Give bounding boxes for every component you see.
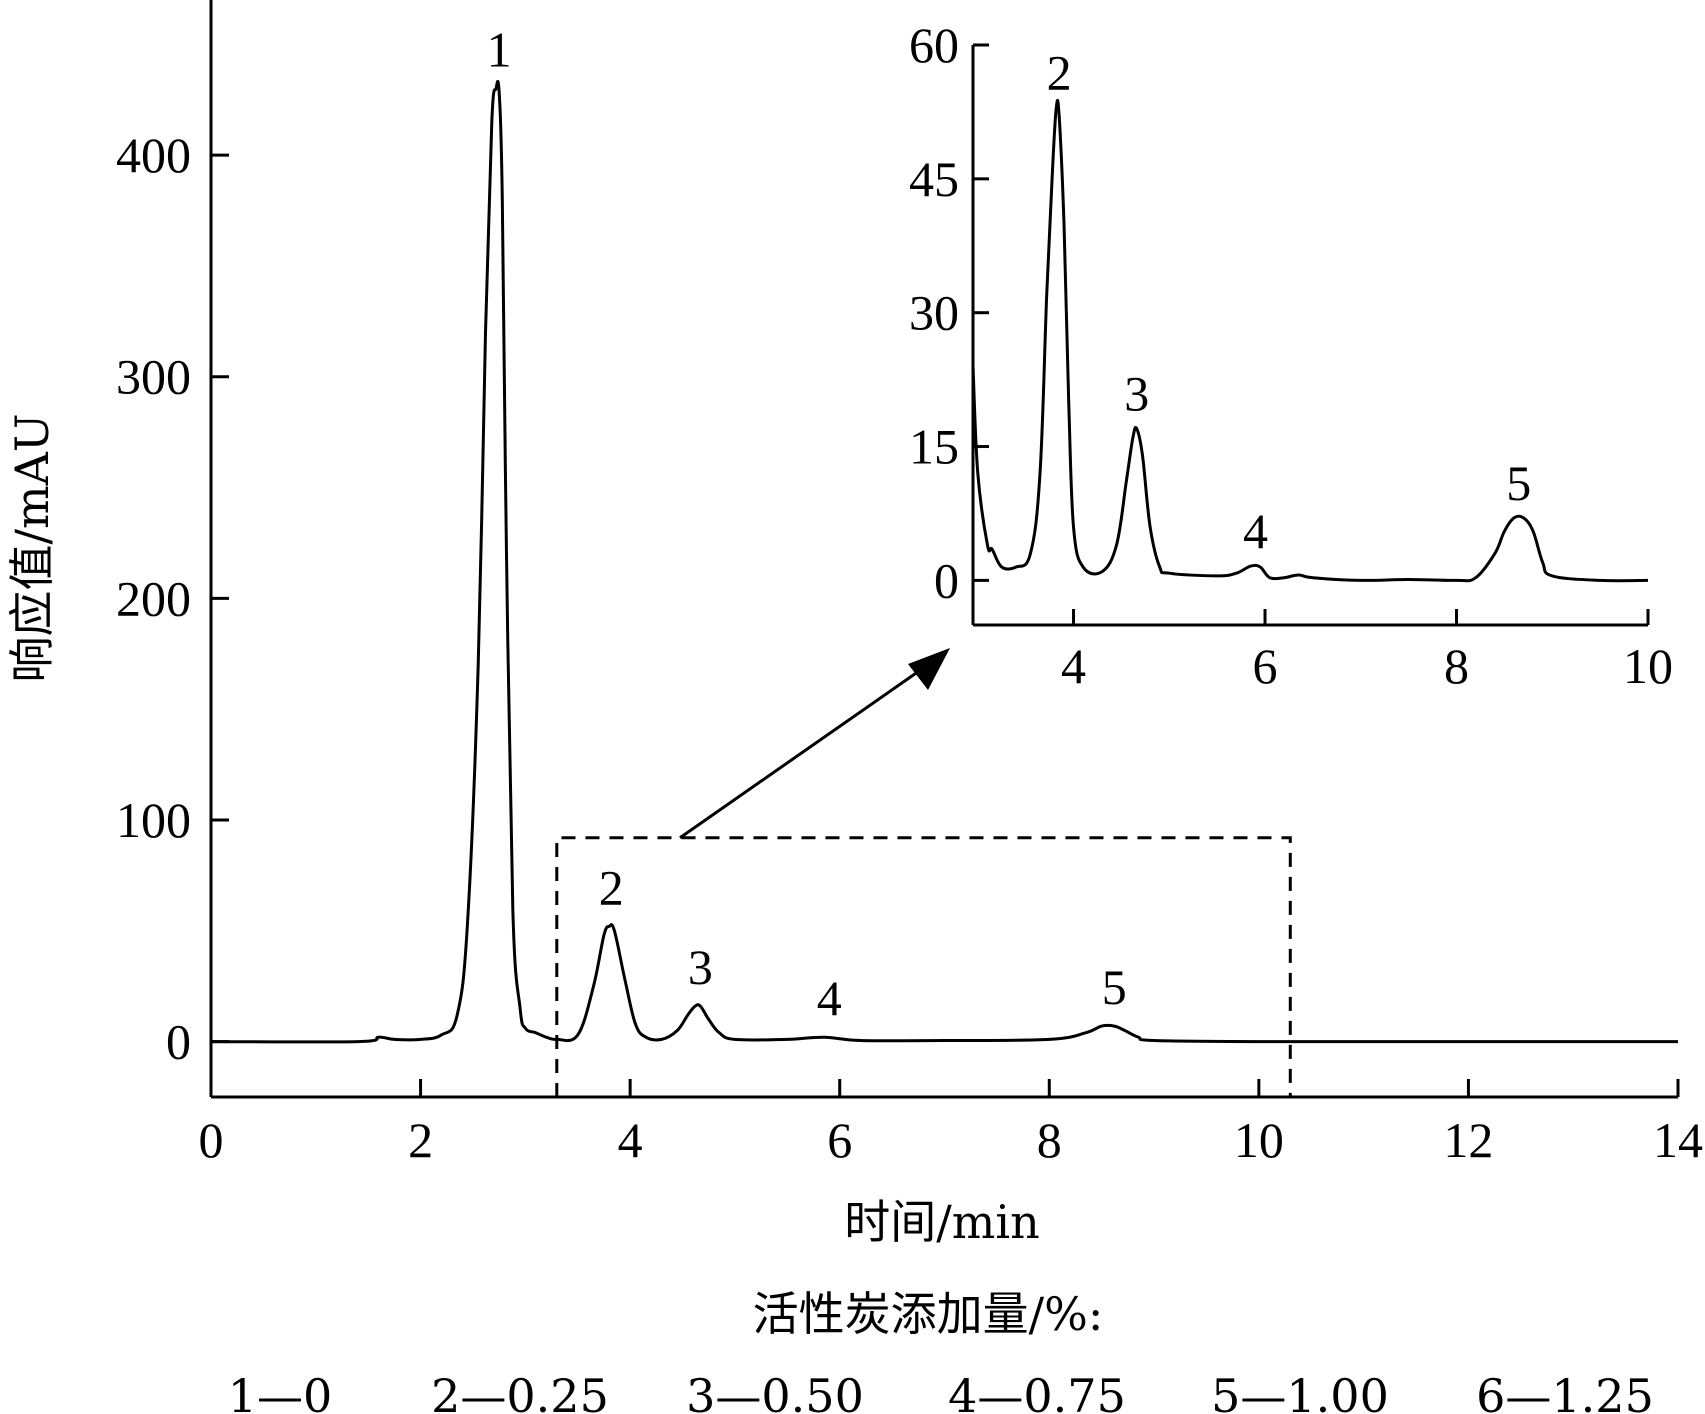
main-peak-label: 4 [817,970,842,1026]
main-y-tick-label: 400 [116,127,191,183]
main-y-tick-label: 0 [166,1014,191,1070]
main-x-tick-label: 2 [408,1112,433,1168]
inset-series-line [971,98,1649,583]
main-y-tick-label: 300 [116,349,191,405]
legend-title: 活性炭添加量/%: [753,1287,1104,1341]
main-y-tick-label: 100 [116,792,191,848]
main-x-tick-label: 12 [1443,1112,1493,1168]
legend-item: 4—0.75 [948,1369,1126,1414]
inset-x-tick-label: 4 [1061,638,1086,694]
inset-x-tick-label: 10 [1623,638,1673,694]
main-peak-label: 3 [688,939,713,995]
zoom-region [555,648,1292,1097]
inset-x-tick-label: 6 [1253,638,1278,694]
inset-peak-label: 3 [1124,366,1149,422]
zoom-box [555,836,1292,1097]
main-peak-label: 2 [599,859,624,915]
inset-y-tick-label: 60 [909,17,959,73]
main-series [210,79,1678,1044]
main-peak-label: 5 [1102,959,1127,1015]
main-x-tick-label: 10 [1234,1112,1284,1168]
inset-peak-label: 2 [1047,44,1072,100]
inset-y-tick-label: 45 [909,151,959,207]
inset-peak-label: 5 [1506,455,1531,511]
legend-item: 1—0 [228,1369,333,1414]
main-peak-label: 1 [487,22,512,78]
main-y-tick-label: 200 [116,570,191,626]
inset-peak-labels: 2 3 4 5 [1047,44,1532,559]
zoom-arrow-line [679,660,933,839]
main-x-tick-label: 14 [1653,1112,1703,1168]
inset-peak-label: 4 [1243,503,1268,559]
y-axis-title: 响应值/mAU [5,413,59,682]
main-x-tick-label: 6 [827,1112,852,1168]
zoom-arrow-head [908,648,950,690]
x-axis-title: 时间/min [844,1195,1039,1249]
inset-y-tick-label: 15 [909,419,959,475]
main-x-tick-label: 8 [1037,1112,1062,1168]
main-series-line [210,79,1678,1044]
inset-y-tick-label: 0 [934,552,959,608]
legend-item: 3—0.50 [686,1369,864,1414]
legend-item: 5—1.00 [1211,1369,1389,1414]
main-x-tick-label: 4 [618,1112,643,1168]
inset-y-tick-label: 30 [909,285,959,341]
main-x-tick-label: 0 [199,1112,224,1168]
inset-x-tick-label: 8 [1444,638,1469,694]
legend-item: 2—0.25 [431,1369,609,1414]
inset-series [971,98,1649,583]
legend-item: 6—1.25 [1476,1369,1654,1414]
